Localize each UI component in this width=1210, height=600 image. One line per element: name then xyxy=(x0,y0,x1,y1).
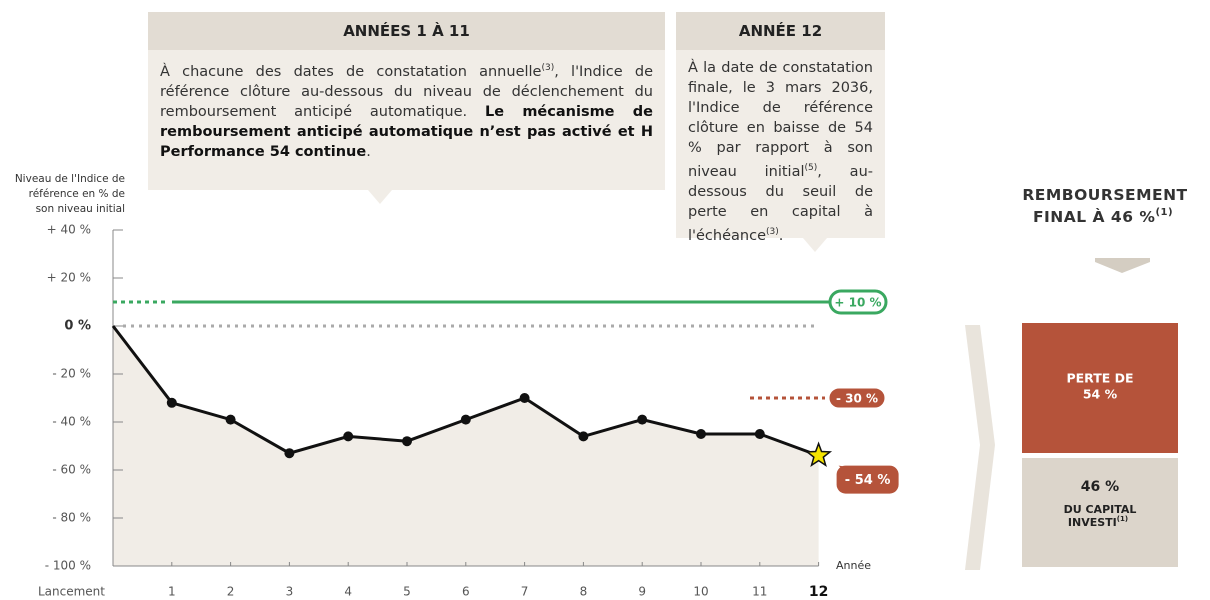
x-tick-label: 11 xyxy=(752,585,767,599)
result-text: 54 % xyxy=(1083,387,1118,402)
x-tick-label: 6 xyxy=(462,585,470,599)
box-text: Le mécanisme de remboursement anticipé a… xyxy=(160,103,653,160)
point xyxy=(637,414,648,425)
point xyxy=(460,414,471,425)
box-text: (3) xyxy=(541,63,555,73)
result-title: REMBOURSEMENT FINAL À 46 %(1) xyxy=(1022,186,1187,226)
x-tick-label: 4 xyxy=(344,585,352,599)
final-badge xyxy=(836,465,899,494)
box-text: , l'Indice de référence clôture au-desso… xyxy=(160,63,653,120)
result-text: PERTE DE xyxy=(1066,371,1133,386)
y-axis-label: son niveau initial xyxy=(36,203,125,215)
chevron xyxy=(965,325,995,570)
ref-label: + 10 % xyxy=(834,296,881,310)
final-star xyxy=(805,441,833,468)
final-label: - 54 % xyxy=(845,473,891,488)
sup: (1) xyxy=(1117,515,1128,523)
y-axis-label: référence en % de xyxy=(29,188,125,200)
x-tick-label: 9 xyxy=(638,585,646,599)
point xyxy=(225,414,236,425)
point xyxy=(343,431,354,442)
x-tick-label: 7 xyxy=(521,585,529,599)
point xyxy=(754,429,765,439)
box-text: , au-dessous du seuil de perte en capita… xyxy=(688,163,873,244)
y-axis-label: Niveau de l'Indice de xyxy=(15,173,125,185)
box-body: À la date de constatation finale, le 3 m… xyxy=(676,50,885,244)
y-tick-label: - 80 % xyxy=(52,511,91,525)
x-tick-label: 5 xyxy=(403,585,411,599)
box-text: . xyxy=(366,143,371,160)
y-tick-label: - 40 % xyxy=(52,415,91,429)
point xyxy=(578,431,589,442)
y-tick-label: + 20 % xyxy=(47,271,91,285)
box-body: À chacune des dates de constatation annu… xyxy=(148,50,665,190)
x-tick-label: 2 xyxy=(227,585,235,599)
y-tick-label: + 40 % xyxy=(47,223,91,237)
box-title: ANNÉES 1 À 11 xyxy=(148,12,665,50)
kept-box xyxy=(1022,458,1178,567)
point xyxy=(402,436,412,447)
point xyxy=(696,429,706,439)
y-tick-label: 0 % xyxy=(64,319,91,334)
y-tick-label: - 100 % xyxy=(45,559,91,573)
box-text: (3) xyxy=(766,226,779,237)
area xyxy=(113,326,819,566)
box-pointer xyxy=(368,190,392,204)
point xyxy=(166,397,177,408)
result-text: 46 % xyxy=(1081,479,1119,495)
x-tick-label: 12 xyxy=(809,584,828,600)
y-tick-label: - 20 % xyxy=(52,367,91,381)
point xyxy=(284,448,295,459)
ref-label: - 30 % xyxy=(836,392,878,406)
box-text: À chacune des dates de constatation annu… xyxy=(160,63,542,80)
box-text: À la date de constatation finale, le 3 m… xyxy=(688,60,873,180)
sup: (1) xyxy=(1155,207,1173,218)
ref-badge xyxy=(828,289,888,315)
ref-badge xyxy=(826,385,888,411)
result-text: DU CAPITAL INVESTI(1) xyxy=(1064,503,1137,529)
x-tick-label: 1 xyxy=(168,585,176,599)
x-tick-label: 10 xyxy=(693,585,708,599)
point xyxy=(519,393,530,403)
box-title: ANNÉE 12 xyxy=(676,12,885,50)
x-axis-label: Année xyxy=(836,559,871,572)
box-text: . xyxy=(778,227,784,244)
text-box: ANNÉES 1 À 11 À chacune des dates de cons… xyxy=(148,12,665,190)
loss-box xyxy=(1022,323,1178,453)
text-box: ANNÉE 12 À la date de constatation finale… xyxy=(676,12,885,244)
box-pointer xyxy=(803,238,827,252)
box-text: (5) xyxy=(804,163,818,173)
x-tick-label: 3 xyxy=(286,585,294,599)
x-tick-label: 8 xyxy=(580,585,588,599)
y-tick-label: - 60 % xyxy=(52,463,91,477)
x-tick-label: Lancement xyxy=(38,585,105,599)
arrow xyxy=(1095,258,1150,273)
